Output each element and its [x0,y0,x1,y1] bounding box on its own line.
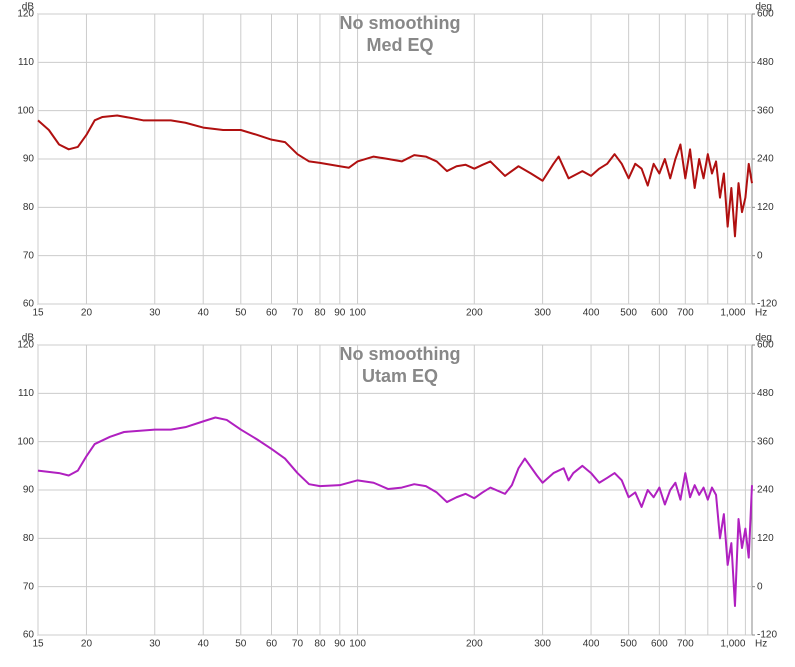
x-axis-label: Hz [755,308,767,319]
y2-tick-label: 120 [757,533,774,544]
y2-axis-label: deg [755,333,772,344]
x-tick-label: 300 [534,308,551,319]
x-tick-label: 80 [314,308,326,319]
x-tick-label: 700 [677,639,694,650]
x-tick-label: 400 [583,308,600,319]
x-tick-label: 200 [466,639,483,650]
x-tick-label: 400 [583,639,600,650]
y-axis-label: dB [22,2,35,13]
y-tick-label: 120 [17,340,34,351]
y2-tick-label: 120 [757,202,774,213]
x-axis-label: Hz [755,639,767,650]
x-tick-label: 40 [198,639,210,650]
x-tick-label: 500 [620,308,637,319]
x-tick-label: 15 [32,308,44,319]
x-tick-label: 20 [81,308,93,319]
x-tick-label: 500 [620,639,637,650]
x-tick-label: 80 [314,639,326,650]
y2-tick-label: 480 [757,57,774,68]
y2-tick-label: 360 [757,105,774,116]
x-tick-label: 100 [349,639,366,650]
y-tick-label: 120 [17,9,34,20]
x-tick-label: 600 [651,308,668,319]
x-tick-label: 30 [149,639,161,650]
y-axis-label: dB [22,333,35,344]
x-tick-label: 100 [349,308,366,319]
y-tick-label: 80 [23,202,35,213]
chart-subtitle: Utam EQ [362,366,438,386]
y2-tick-label: 360 [757,436,774,447]
y-tick-label: 90 [23,154,35,165]
x-tick-label: 90 [334,639,346,650]
x-tick-label: 60 [266,639,278,650]
x-tick-label: 200 [466,308,483,319]
chart-title: No smoothing [340,344,461,364]
y2-tick-label: 600 [757,340,774,351]
y2-tick-label: 0 [757,581,763,592]
x-tick-label: 1,000 [720,308,745,319]
y2-tick-label: 480 [757,388,774,399]
series-line [37,416,753,607]
series-line [37,114,753,238]
x-tick-label: 90 [334,308,346,319]
x-tick-label: 70 [292,639,304,650]
x-tick-label: 15 [32,639,44,650]
x-tick-label: 40 [198,308,210,319]
x-tick-label: 50 [235,308,247,319]
y2-tick-label: -120 [757,630,777,641]
y2-axis-label: deg [755,2,772,13]
chart-subtitle: Med EQ [366,35,433,55]
y2-tick-label: 240 [757,154,774,165]
x-tick-label: 60 [266,308,278,319]
y-tick-label: 90 [23,485,35,496]
y-tick-label: 100 [17,436,34,447]
y-tick-label: 100 [17,105,34,116]
x-tick-label: 50 [235,639,247,650]
x-tick-label: 30 [149,308,161,319]
y-tick-label: 60 [23,299,35,310]
chart-title: No smoothing [340,13,461,33]
x-tick-label: 700 [677,308,694,319]
x-tick-label: 1,000 [720,639,745,650]
y-tick-label: 110 [18,57,34,68]
y2-tick-label: 0 [757,250,763,261]
y-tick-label: 70 [23,250,35,261]
y-tick-label: 80 [23,533,35,544]
x-tick-label: 70 [292,308,304,319]
y-tick-label: 70 [23,581,35,592]
y2-tick-label: -120 [757,299,777,310]
x-tick-label: 20 [81,639,93,650]
y2-tick-label: 240 [757,485,774,496]
x-tick-label: 300 [534,639,551,650]
x-tick-label: 600 [651,639,668,650]
y-tick-label: 60 [23,630,35,641]
y2-tick-label: 600 [757,9,774,20]
y-tick-label: 110 [18,388,34,399]
